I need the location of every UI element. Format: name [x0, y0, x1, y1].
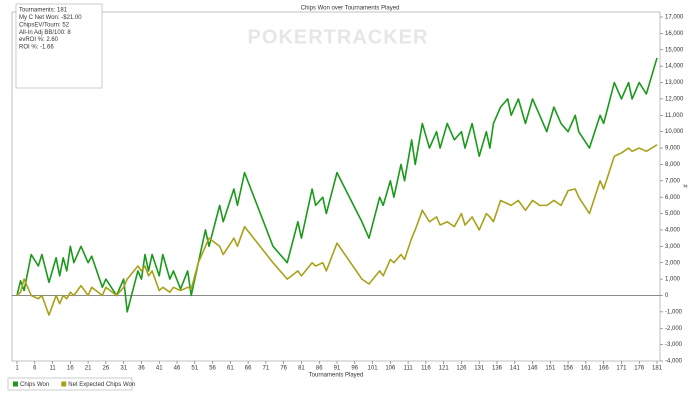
x-tick-label: 116: [421, 366, 431, 372]
x-tick-label: 96: [351, 366, 358, 372]
x-tick-label: 1: [15, 366, 19, 372]
y-tick-label: -1,000: [665, 309, 683, 315]
x-tick-label: 6: [33, 366, 37, 372]
x-tick-label: 66: [245, 366, 252, 372]
x-tick-label: 71: [263, 366, 270, 372]
chart-title: Chips Won over Tournaments Played: [301, 6, 400, 12]
stats-line: My C Net Won: -$21.00: [19, 15, 82, 21]
x-tick-label: 86: [316, 366, 323, 372]
y-tick-label: 6,000: [665, 195, 681, 201]
x-tick-label: 141: [510, 366, 521, 372]
y-tick-label: 1,000: [665, 277, 681, 283]
x-tick-label: 56: [209, 366, 216, 372]
y-tick-label: 10,000: [665, 129, 684, 135]
x-tick-label: 146: [528, 366, 539, 372]
x-tick-label: 101: [368, 366, 379, 372]
watermark: POKERTRACKER: [248, 26, 429, 48]
x-tick-label: 176: [634, 366, 645, 372]
x-tick-label: 11: [49, 366, 56, 372]
stats-line: ROI %: -1.66: [19, 45, 54, 51]
stats-line: Tournaments: 181: [19, 8, 68, 14]
x-tick-label: 181: [652, 366, 663, 372]
x-tick-label: 166: [599, 366, 610, 372]
y-tick-label: 5,000: [665, 211, 681, 217]
x-tick-label: 126: [456, 366, 467, 372]
y-tick-label: 4,000: [665, 228, 681, 234]
x-tick-label: 51: [191, 366, 198, 372]
x-tick-label: 131: [474, 366, 485, 372]
y-tick-label: -2,000: [665, 326, 683, 332]
x-tick-label: 76: [280, 366, 287, 372]
series-line: [16, 144, 658, 316]
legend-label: Net Expected Chips Won: [68, 382, 135, 388]
y-tick-label: 14,000: [665, 64, 684, 70]
x-tick-label: 31: [120, 366, 127, 372]
x-tick-label: 36: [138, 366, 145, 372]
stats-line: evROI %: 2.60: [19, 37, 59, 43]
y-tick-label: 16,000: [665, 31, 684, 37]
stats-box: [15, 3, 103, 89]
stats-line: ChipsEV/Tourn: 52: [19, 22, 70, 28]
x-tick-label: 61: [227, 366, 234, 372]
x-tick-label: 156: [563, 366, 574, 372]
y-tick-label: 9,000: [665, 146, 681, 152]
x-tick-label: 91: [334, 366, 341, 372]
y-tick-label: 12,000: [665, 96, 684, 102]
x-tick-label: 136: [492, 366, 503, 372]
legend-label: Chips Won: [20, 382, 49, 388]
y-tick-label: 3,000: [665, 244, 681, 250]
x-tick-label: 111: [404, 366, 414, 372]
x-tick-label: 171: [616, 366, 627, 372]
legend-box: [7, 377, 133, 391]
y-tick-label: 15,000: [665, 47, 684, 53]
stats-line: All-In Adj BB/100: 8: [19, 30, 71, 36]
x-tick-label: 81: [298, 366, 305, 372]
y-tick-label: 7,000: [665, 178, 681, 184]
x-tick-label: 41: [156, 366, 163, 372]
y-tick-label: 11,000: [665, 113, 684, 119]
x-tick-label: 106: [385, 366, 396, 372]
y-tick-label: 8,000: [665, 162, 681, 168]
x-tick-label: 16: [67, 366, 74, 372]
series-line: [16, 57, 658, 313]
x-tick-label: 161: [581, 366, 592, 372]
x-tick-label: 121: [439, 366, 450, 372]
y-tick-label: 17,000: [665, 15, 684, 21]
y-tick-label: 2,000: [665, 260, 681, 266]
x-tick-label: 46: [174, 366, 181, 372]
y-tick-label: 0: [665, 293, 669, 299]
legend-swatch: [13, 381, 18, 387]
plot-frame: [11, 11, 661, 362]
y-axis-label: #: [684, 184, 690, 188]
x-tick-label: 26: [103, 366, 110, 372]
legend-swatch: [61, 381, 67, 387]
y-tick-label: 13,000: [665, 80, 684, 86]
x-tick-label: 151: [545, 366, 556, 372]
y-tick-label: -3,000: [665, 342, 683, 348]
x-axis-label: Tournaments Played: [309, 373, 364, 379]
y-tick-label: -4,000: [665, 359, 683, 365]
x-tick-label: 21: [85, 366, 92, 372]
